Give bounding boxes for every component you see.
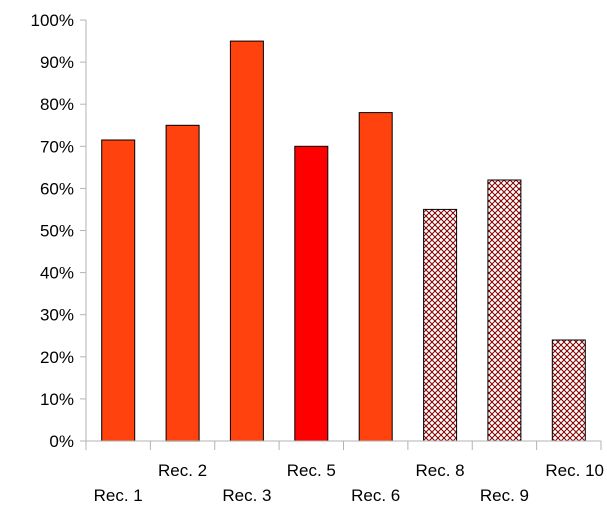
x-tick-label: Rec. 2 xyxy=(158,461,207,480)
y-tick-label: 100% xyxy=(31,11,74,30)
y-axis-tick-labels: 0% 10% 20% 30% 40% 50% 60% 70% 80% 90% 100% xyxy=(31,11,74,451)
bar xyxy=(165,124,200,442)
x-tick-label: Rec. 5 xyxy=(287,461,336,480)
bar-series xyxy=(101,40,586,442)
y-axis-ticks xyxy=(80,19,86,442)
bar xyxy=(358,112,393,442)
y-tick-label: 10% xyxy=(40,390,74,409)
x-axis-tick-labels: Rec. 1 Rec. 2 Rec. 3 Rec. 5 Rec. 6 Rec. 8 Rec.… xyxy=(94,461,604,505)
bar xyxy=(423,208,458,442)
y-tick-label: 90% xyxy=(40,53,74,72)
y-tick-label: 0% xyxy=(49,432,74,451)
bar xyxy=(101,139,136,442)
y-tick-label: 30% xyxy=(40,306,74,325)
axes xyxy=(85,20,601,442)
bar xyxy=(229,40,264,442)
bar xyxy=(487,179,522,442)
x-axis-ticks xyxy=(85,441,602,450)
x-tick-label: Rec. 9 xyxy=(480,486,529,505)
bar xyxy=(294,145,329,442)
y-tick-label: 60% xyxy=(40,179,74,198)
x-tick-label: Rec. 6 xyxy=(351,486,400,505)
y-tick-label: 50% xyxy=(40,222,74,241)
x-tick-label: Rec. 10 xyxy=(545,461,604,480)
bar xyxy=(551,339,586,442)
x-tick-label: Rec. 3 xyxy=(222,486,271,505)
x-tick-label: Rec. 8 xyxy=(415,461,464,480)
y-tick-label: 80% xyxy=(40,95,74,114)
x-tick-label: Rec. 1 xyxy=(94,486,143,505)
y-tick-label: 70% xyxy=(40,137,74,156)
y-tick-label: 20% xyxy=(40,348,74,367)
y-tick-label: 40% xyxy=(40,264,74,283)
